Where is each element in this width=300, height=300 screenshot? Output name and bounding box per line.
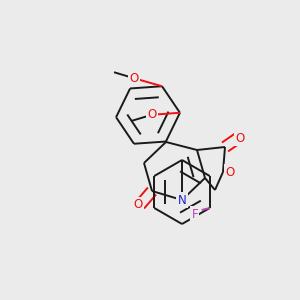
- Text: O: O: [225, 166, 235, 178]
- Text: O: O: [134, 199, 142, 212]
- Text: N: N: [178, 194, 186, 206]
- Text: F: F: [191, 208, 198, 220]
- Text: O: O: [147, 108, 157, 121]
- Text: O: O: [129, 72, 139, 85]
- Text: O: O: [236, 131, 244, 145]
